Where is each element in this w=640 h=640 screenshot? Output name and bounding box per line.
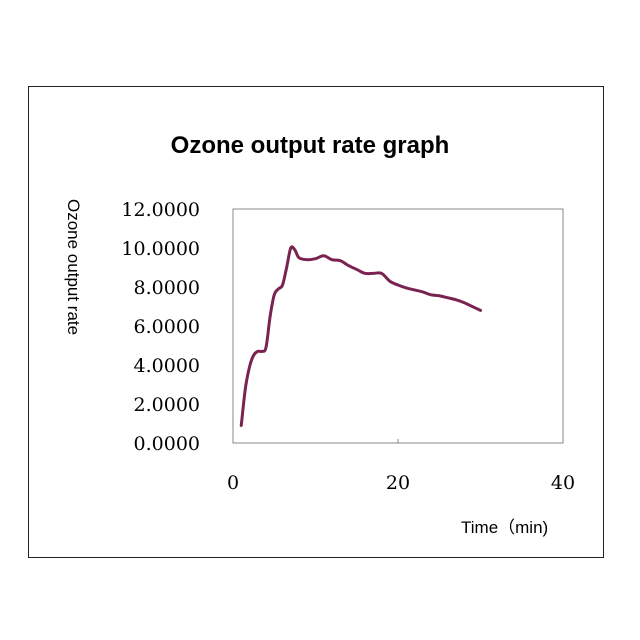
chart: Ozone output rate graph Ozone output rat… [64,132,575,537]
y-axis-label: Ozone output rate [64,199,83,335]
x-axis-label: Time（min) [461,518,548,537]
x-tick-label: 0 [227,472,239,494]
plot-area [232,208,564,444]
x-tick-label: 40 [551,472,575,494]
chart-title: Ozone output rate graph [171,132,450,159]
y-tick-label: 0.0000 [134,433,200,455]
x-tick-labels: 0 20 40 [227,472,575,494]
y-tick-label: 10.0000 [121,238,200,260]
chart-frame: Ozone output rate graph Ozone output rat… [28,86,604,558]
y-tick-label: 12.0000 [121,199,200,221]
series-layer [239,245,482,427]
y-tick-label: 6.0000 [134,316,200,338]
y-tick-labels: 0.0000 2.0000 4.0000 6.0000 8.0000 10.0000 12.… [121,199,200,455]
y-tick-label: 4.0000 [134,355,200,377]
series-line [239,245,482,427]
y-tick-label: 8.0000 [134,277,200,299]
y-tick-label: 2.0000 [134,394,200,416]
x-tick-label: 20 [386,472,410,494]
